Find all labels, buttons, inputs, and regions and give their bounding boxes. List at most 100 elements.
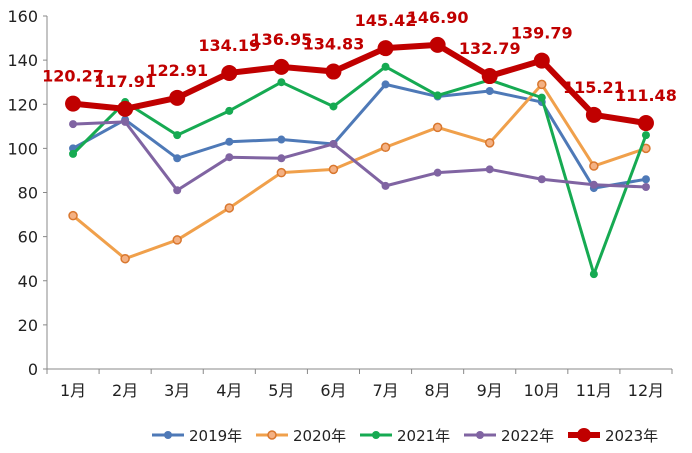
data-label: 115.21 [563,78,625,97]
data-label: 134.83 [303,35,365,54]
x-tick-label: 9月 [477,381,503,400]
data-point [329,139,338,148]
data-point [120,253,130,264]
y-tick-label: 100 [7,139,38,158]
series-2023年 [65,36,654,132]
data-point [121,117,130,126]
data-point [637,115,654,132]
legend-item: 2019年 [152,427,242,445]
data-point [277,154,286,163]
series-line [71,120,648,192]
series-layer [65,36,654,279]
data-point [589,161,599,171]
x-tick-label: 7月 [372,381,398,400]
data-point [329,102,338,111]
x-tick-label: 5月 [268,381,294,400]
data-label: 134.19 [198,36,260,55]
data-point [537,93,546,102]
legend-item: 2021年 [360,427,450,445]
data-point [224,203,235,213]
data-point [273,58,290,75]
data-point [381,181,390,190]
data-label: 146.90 [407,8,469,27]
data-label: 120.27 [42,67,104,86]
axes: 0 20 40 60 80 100 120 140 160 1月 2月 3月 4月 5月 6月 7月 8月 9月 1… [7,7,673,400]
x-tick-label: 12月 [628,381,664,400]
data-point [537,79,547,90]
series-2022年 [69,117,650,195]
data-label: 122.91 [146,61,208,80]
y-tick-label: 40 [18,272,38,291]
data-point [69,149,78,158]
data-point [225,153,234,162]
data-point [173,154,182,163]
legend-marker [164,431,172,439]
x-tick-label: 8月 [425,381,451,400]
data-point [380,142,391,153]
data-point [585,106,602,123]
data-point [325,63,342,80]
data-label: 111.48 [615,86,677,105]
series-line [71,82,648,261]
data-point [641,131,650,140]
data-point [537,175,546,184]
data-point [433,91,442,100]
data-point [429,36,446,53]
data-label: 117.91 [94,72,156,91]
data-label: 145.42 [355,11,417,30]
x-tick-label: 11月 [576,381,612,400]
series-2020年 [68,79,651,264]
data-label: 132.79 [459,39,521,58]
data-point [225,106,234,115]
data-point [117,100,134,117]
x-tick-label: 2月 [112,381,138,400]
series-line [71,65,648,276]
data-point [589,270,598,279]
legend-label: 2023年 [605,427,658,445]
data-point [277,135,286,144]
data-point [481,68,498,85]
legend-item: 2020年 [256,427,346,445]
data-point [328,164,339,175]
y-tick-label: 120 [7,95,38,114]
data-point [69,120,78,129]
data-point [484,138,495,148]
legend-label: 2022年 [501,427,554,445]
data-point [589,180,598,189]
legend-item: 2023年 [568,427,658,445]
legend-marker [476,431,484,439]
y-tick-label: 80 [18,184,38,203]
x-tick-label: 10月 [524,381,560,400]
data-point [169,89,186,106]
x-tick-label: 1月 [60,381,86,400]
data-point [641,175,650,184]
y-tick-label: 20 [18,316,38,335]
data-point [377,40,394,57]
legend-item: 2022年 [464,427,554,445]
data-point [277,78,286,87]
data-point [172,235,182,245]
data-point [276,167,287,178]
y-tick-label: 0 [28,360,38,379]
data-point [641,182,650,191]
data-point [432,122,443,133]
legend-marker [577,428,591,442]
x-tick-label: 3月 [164,381,190,400]
legend-label: 2021年 [397,427,450,445]
data-label: 136.95 [251,30,313,49]
data-point [68,210,78,221]
data-point [173,186,182,195]
series-line [71,82,648,190]
data-point [65,95,82,112]
data-point [485,87,494,96]
legend-label: 2020年 [293,427,346,445]
y-tick-label: 140 [7,51,38,70]
data-point [381,62,390,71]
data-point [221,64,238,81]
data-point [381,80,390,89]
data-point [533,52,550,69]
legend: 2019年 2020年 2021年 2022年 2023年 [152,427,658,445]
x-tick-label: 6月 [320,381,346,400]
